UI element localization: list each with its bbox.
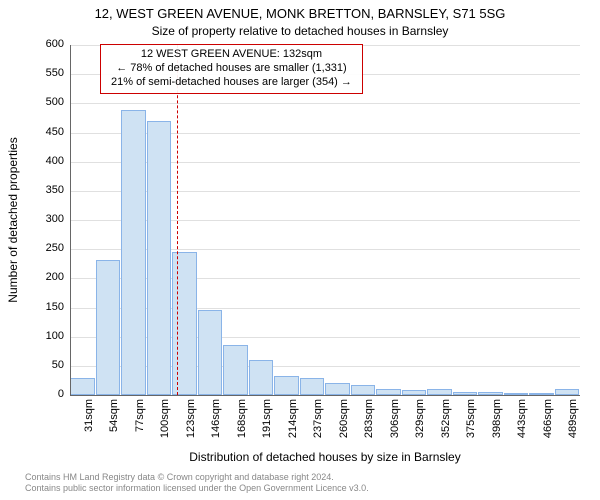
y-tick-label: 100 <box>24 330 64 342</box>
histogram-bar <box>172 252 197 395</box>
histogram-bar <box>198 310 223 395</box>
y-tick-label: 350 <box>24 184 64 196</box>
histogram-bar <box>351 385 376 396</box>
x-tick-label: 306sqm <box>389 399 401 459</box>
x-tick-label: 77sqm <box>134 399 146 459</box>
footer-attribution: Contains HM Land Registry data © Crown c… <box>25 472 369 494</box>
y-tick-label: 200 <box>24 271 64 283</box>
histogram-bar <box>147 121 172 395</box>
histogram-plot <box>70 45 580 395</box>
x-tick-label: 466sqm <box>542 399 554 459</box>
page-title-address: 12, WEST GREEN AVENUE, MONK BRETTON, BAR… <box>0 6 600 21</box>
y-tick-label: 0 <box>24 388 64 400</box>
x-tick-label: 168sqm <box>236 399 248 459</box>
y-tick-label: 600 <box>24 38 64 50</box>
annotation-callout: 12 WEST GREEN AVENUE: 132sqm ← 78% of de… <box>100 44 363 94</box>
histogram-bar <box>274 376 299 395</box>
x-tick-label: 398sqm <box>491 399 503 459</box>
y-tick-label: 500 <box>24 96 64 108</box>
x-tick-label: 237sqm <box>312 399 324 459</box>
x-tick-label: 123sqm <box>185 399 197 459</box>
x-tick-label: 375sqm <box>465 399 477 459</box>
histogram-bar <box>223 345 248 395</box>
x-tick-label: 489sqm <box>567 399 579 459</box>
histogram-bar <box>96 260 121 395</box>
annotation-line-1: 12 WEST GREEN AVENUE: 132sqm <box>111 48 352 62</box>
histogram-bar <box>121 110 146 395</box>
x-tick-label: 54sqm <box>108 399 120 459</box>
property-marker-line <box>177 45 178 395</box>
y-tick-label: 300 <box>24 213 64 225</box>
y-tick-label: 450 <box>24 126 64 138</box>
y-tick-label: 250 <box>24 242 64 254</box>
histogram-bar <box>249 360 274 395</box>
x-tick-label: 31sqm <box>83 399 95 459</box>
y-tick-label: 50 <box>24 359 64 371</box>
x-tick-label: 260sqm <box>338 399 350 459</box>
histogram-bar <box>70 378 95 396</box>
y-tick-label: 150 <box>24 301 64 313</box>
footer-line-1: Contains HM Land Registry data © Crown c… <box>25 472 369 483</box>
x-tick-label: 214sqm <box>287 399 299 459</box>
x-tick-label: 352sqm <box>440 399 452 459</box>
histogram-bar <box>325 383 350 395</box>
x-tick-label: 329sqm <box>414 399 426 459</box>
histogram-bar <box>300 378 325 396</box>
x-tick-label: 146sqm <box>210 399 222 459</box>
annotation-line-2: ← 78% of detached houses are smaller (1,… <box>111 62 352 76</box>
y-axis-label: Number of detached properties <box>6 45 20 395</box>
y-axis-line <box>70 45 71 395</box>
gridline <box>70 103 580 104</box>
y-tick-label: 400 <box>24 155 64 167</box>
annotation-line-3: 21% of semi-detached houses are larger (… <box>111 76 352 90</box>
footer-line-2: Contains public sector information licen… <box>25 483 369 494</box>
y-tick-label: 550 <box>24 67 64 79</box>
x-axis-label: Distribution of detached houses by size … <box>70 450 580 464</box>
x-tick-label: 283sqm <box>363 399 375 459</box>
x-axis-line <box>70 395 580 396</box>
x-tick-label: 443sqm <box>516 399 528 459</box>
page-title-subtitle: Size of property relative to detached ho… <box>0 24 600 38</box>
x-tick-label: 100sqm <box>159 399 171 459</box>
x-tick-label: 191sqm <box>261 399 273 459</box>
